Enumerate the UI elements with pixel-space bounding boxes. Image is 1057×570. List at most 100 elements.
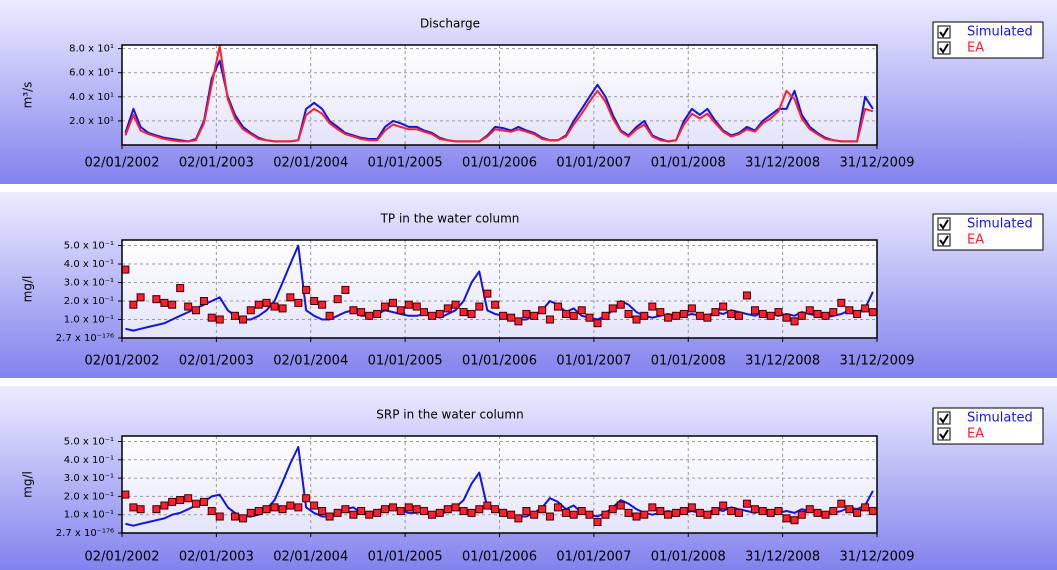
data-point — [207, 313, 216, 322]
data-point — [585, 313, 594, 322]
y-axis-label: mg/l — [21, 276, 35, 303]
plot-frame — [121, 239, 878, 339]
chart-title: SRP in the water column — [376, 408, 523, 422]
data-point — [246, 508, 255, 517]
data-point — [624, 508, 633, 517]
data-point — [396, 507, 405, 516]
data-point — [561, 309, 570, 318]
data-point — [310, 297, 319, 306]
data-point — [176, 496, 185, 505]
data-point — [805, 505, 814, 514]
data-point — [522, 309, 531, 318]
data-point — [239, 514, 248, 523]
legend-box — [932, 407, 1044, 445]
data-point — [160, 298, 169, 307]
data-point — [664, 313, 673, 322]
x-tick-label: 31/12/2009 — [840, 550, 915, 565]
y-tick-label: 2.7 x 10⁻¹⁷⁶ — [56, 528, 114, 539]
data-point — [766, 508, 775, 517]
plot-frame — [121, 435, 878, 534]
data-point — [325, 512, 334, 521]
data-point — [727, 309, 736, 318]
data-point — [829, 308, 838, 317]
data-point — [199, 497, 208, 506]
data-point — [695, 508, 704, 517]
data-point — [121, 490, 130, 499]
legend-label: Simulated — [967, 217, 1033, 232]
data-point — [491, 505, 500, 514]
data-point — [491, 300, 500, 309]
data-point — [608, 505, 617, 514]
data-point — [656, 507, 665, 516]
x-tick-label: 02/01/2003 — [179, 354, 254, 369]
y-axis-label: mg/l — [21, 471, 35, 498]
data-point — [845, 505, 854, 514]
data-point — [333, 295, 342, 304]
data-point — [184, 302, 193, 311]
data-point — [262, 298, 271, 307]
y-tick-label: 2.0 x 10⁻¹ — [64, 491, 114, 502]
data-point — [286, 293, 295, 302]
x-tick-label: 02/01/2002 — [85, 354, 160, 369]
data-point — [278, 505, 287, 514]
data-point — [404, 503, 413, 512]
data-point — [522, 507, 531, 516]
data-point — [569, 510, 578, 519]
x-tick-label: 01/01/2007 — [556, 354, 631, 369]
data-point — [507, 510, 516, 519]
data-point — [868, 507, 877, 516]
data-point — [758, 507, 767, 516]
data-point — [727, 507, 736, 516]
y-tick-label: 2.0 x 10¹ — [69, 116, 114, 127]
x-tick-label: 31/12/2008 — [745, 156, 820, 171]
data-point — [396, 306, 405, 315]
x-tick-label: 31/12/2008 — [745, 354, 820, 369]
data-point — [616, 501, 625, 510]
legend-check — [939, 429, 949, 440]
data-point — [294, 503, 303, 512]
data-point — [246, 306, 255, 315]
data-point — [286, 501, 295, 510]
data-point — [648, 503, 657, 512]
x-tick-label: 02/01/2003 — [179, 550, 254, 565]
data-point — [412, 505, 421, 514]
data-point — [318, 507, 327, 516]
data-point — [451, 503, 460, 512]
legend-label: EA — [967, 41, 984, 56]
data-point — [640, 510, 649, 519]
data-point — [790, 516, 799, 525]
data-point — [239, 315, 248, 324]
x-tick-label: 31/12/2009 — [840, 354, 915, 369]
data-point — [742, 499, 751, 508]
x-tick-label: 31/12/2008 — [745, 550, 820, 565]
legend-check — [939, 235, 949, 246]
data-point — [278, 304, 287, 313]
data-point — [420, 507, 428, 516]
data-point — [632, 315, 641, 324]
data-point — [459, 507, 468, 516]
data-point — [797, 311, 806, 320]
data-point — [703, 313, 712, 322]
data-point — [254, 300, 263, 309]
y-tick-label: 6.0 x 10¹ — [69, 68, 114, 79]
data-point — [538, 505, 547, 514]
plot-frame — [121, 44, 878, 146]
data-point — [853, 508, 862, 517]
data-point — [349, 510, 358, 519]
data-point — [459, 308, 468, 317]
data-point — [499, 508, 508, 517]
x-tick-label: 01/01/2008 — [651, 156, 726, 171]
data-point — [310, 501, 319, 510]
data-point — [483, 289, 492, 298]
data-point — [672, 508, 681, 517]
data-point — [365, 311, 374, 320]
data-point — [451, 300, 460, 309]
data-point — [782, 514, 791, 523]
data-point — [813, 508, 822, 517]
x-tick-label: 02/01/2004 — [273, 354, 348, 369]
data-point — [230, 311, 239, 320]
data-point — [467, 508, 476, 517]
data-point — [333, 508, 342, 517]
data-point — [514, 317, 523, 326]
